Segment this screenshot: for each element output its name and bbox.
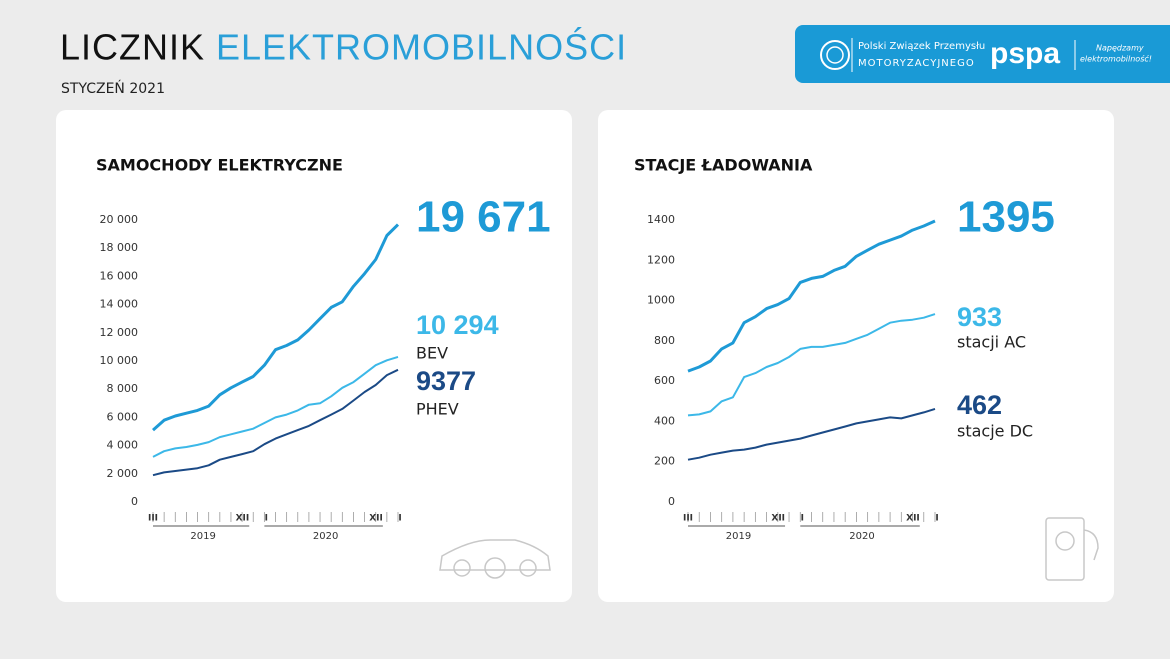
value-label: 933 [957, 302, 1002, 332]
logo-org: MOTORYZACYJNEGO [858, 58, 975, 69]
line [687, 407, 936, 461]
x-group-label: 2020 [849, 531, 874, 542]
card [598, 110, 1114, 602]
title-part: ELEKTROMOBILNOŚCI [216, 26, 627, 68]
x-tick-label: XII [906, 514, 920, 524]
chart-title: STACJE ŁADOWANIA [634, 156, 813, 175]
x-tick-label: XII [771, 514, 785, 524]
y-tick-label: 0 [131, 495, 138, 508]
x-tick-label: I [935, 514, 938, 524]
y-tick-label: 0 [668, 495, 675, 508]
legend-label: stacje DC [957, 422, 1033, 441]
y-tick-label: 16 000 [100, 269, 139, 282]
legend-label: stacji AC [957, 333, 1026, 352]
y-tick-label: 600 [654, 374, 675, 387]
y-tick-label: 4 000 [107, 439, 139, 452]
x-group-label: 2019 [190, 531, 215, 542]
y-tick-label: 20 000 [100, 213, 139, 226]
legend-label: BEV [416, 344, 448, 363]
line [152, 223, 400, 432]
y-tick-label: 6 000 [107, 410, 139, 423]
x-tick-label: XII [369, 514, 383, 524]
value-label: 10 294 [416, 310, 499, 340]
y-tick-label: 200 [654, 455, 675, 468]
x-group-label: 2020 [313, 531, 338, 542]
logo-emblem [826, 46, 844, 64]
y-tick-label: 1400 [647, 213, 675, 226]
logo-tagline: Napędzamy [1096, 44, 1144, 53]
y-tick-label: 2 000 [107, 467, 139, 480]
chart-title: SAMOCHODY ELEKTRYCZNE [96, 156, 343, 175]
line [687, 219, 936, 373]
logo-brand: pspa [990, 37, 1060, 70]
logo-emblem [820, 40, 850, 70]
value-label: 19 671 [416, 193, 551, 242]
value-label: 9377 [416, 366, 476, 396]
y-tick-label: 14 000 [100, 298, 139, 311]
logo-org: Polski Związek Przemysłu [858, 41, 985, 52]
line [687, 313, 936, 417]
charger-icon [1045, 517, 1099, 581]
value-label: 1395 [957, 193, 1055, 242]
legend-label: PHEV [416, 400, 459, 419]
x-tick-label: I [801, 514, 804, 524]
line [152, 368, 399, 477]
card [56, 110, 572, 602]
y-tick-label: 1200 [647, 253, 675, 266]
car-icon [439, 539, 551, 579]
y-tick-label: 18 000 [100, 241, 139, 254]
y-tick-label: 12 000 [100, 326, 139, 339]
logo-tagline: elektromobilność! [1080, 54, 1152, 64]
logo-box [795, 25, 1170, 83]
subtitle: STYCZEŃ 2021 [61, 79, 165, 97]
x-tick-label: I [265, 514, 268, 524]
value-label: 462 [957, 390, 1002, 420]
x-group-label: 2019 [726, 531, 751, 542]
line [152, 355, 399, 458]
title-part: LICZNIK [60, 27, 205, 68]
x-tick-label: XII [236, 514, 250, 524]
x-tick-label: III [683, 514, 693, 524]
x-tick-label: I [398, 514, 401, 524]
x-tick-label: III [148, 514, 158, 524]
y-tick-label: 800 [654, 334, 675, 347]
y-tick-label: 400 [654, 414, 675, 427]
y-tick-label: 1000 [647, 294, 675, 307]
y-tick-label: 8 000 [107, 382, 139, 395]
y-tick-label: 10 000 [100, 354, 139, 367]
